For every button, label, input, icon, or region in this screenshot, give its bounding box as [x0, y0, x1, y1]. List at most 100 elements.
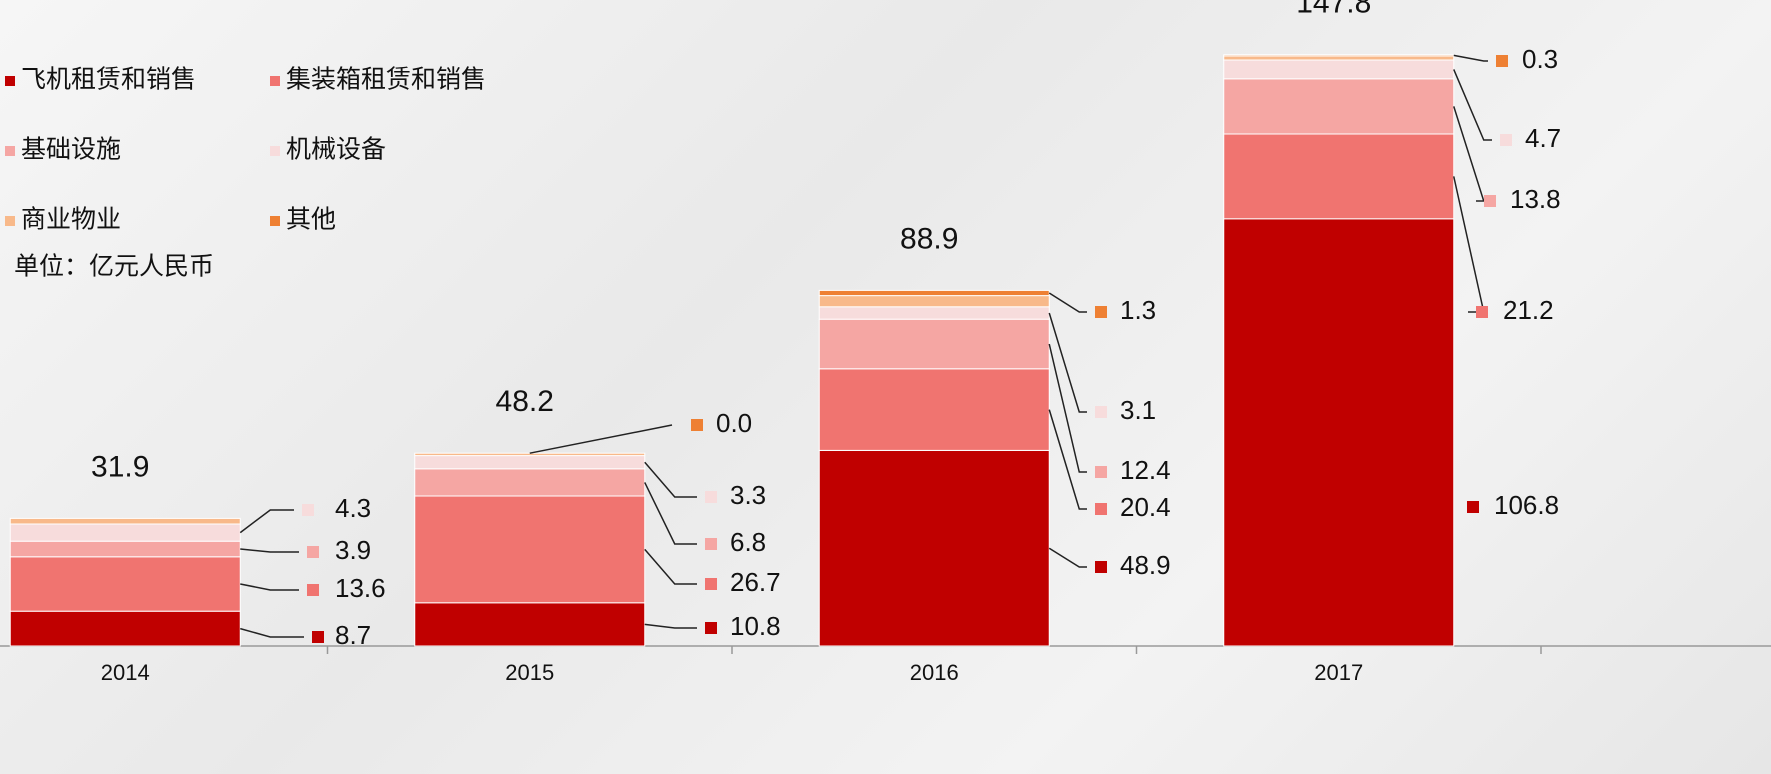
leader-line [240, 583, 299, 591]
label-marker [705, 538, 717, 550]
legend-marker [270, 76, 280, 86]
label-marker [1095, 561, 1107, 573]
legend-marker [270, 216, 280, 226]
leader-line [644, 461, 697, 498]
bar-segment [818, 368, 1050, 451]
value-label: 3.3 [730, 480, 766, 510]
bar-segment [414, 495, 646, 604]
value-label: 21.2 [1503, 295, 1554, 325]
value-label: 0.0 [716, 408, 752, 438]
label-marker [1500, 134, 1512, 146]
leader-line [644, 548, 697, 585]
x-tick-label: 2014 [101, 660, 150, 685]
value-label: 10.8 [730, 611, 781, 641]
legend-label: 商业物业 [21, 206, 121, 234]
label-marker [1484, 195, 1496, 207]
label-marker [1095, 466, 1107, 478]
bar-segment [9, 556, 241, 612]
leader-line [644, 623, 697, 629]
bar-segment [818, 449, 1050, 647]
bar-segment [818, 306, 1050, 320]
bar-segment [1223, 133, 1455, 220]
bar-segment [9, 540, 241, 558]
bar-segment [818, 295, 1050, 308]
value-label: 20.4 [1120, 492, 1171, 522]
bar-segment [414, 455, 646, 470]
value-label: 13.6 [335, 573, 386, 603]
label-marker [705, 578, 717, 590]
unit-label: 单位：亿元人民币 [14, 253, 214, 281]
label-marker [691, 419, 703, 431]
value-label: 3.9 [335, 535, 371, 565]
value-label: 8.7 [335, 620, 371, 650]
leader-line [240, 627, 304, 638]
value-label: 12.4 [1120, 455, 1171, 485]
label-marker [307, 584, 319, 596]
leader-line [644, 482, 697, 545]
leader-line [1453, 69, 1492, 141]
leader-line [1048, 292, 1087, 313]
bar-segment [1223, 54, 1455, 57]
total-label: 48.2 [496, 385, 554, 418]
value-label: 26.7 [730, 567, 781, 597]
leader-line [239, 509, 294, 534]
label-marker [307, 546, 319, 558]
legend-marker [5, 76, 15, 86]
legend-label: 基础设施 [21, 136, 121, 164]
label-marker [1095, 406, 1107, 418]
value-label: 4.7 [1525, 123, 1561, 153]
legend-marker [5, 216, 15, 226]
label-marker [1467, 501, 1479, 513]
total-label: 88.9 [900, 222, 958, 255]
label-marker [302, 504, 314, 516]
bar-segment [818, 289, 1050, 297]
x-tick-label: 2015 [505, 660, 554, 685]
bar-segment [414, 468, 646, 497]
bar-segment [9, 517, 241, 525]
bar-segment [1223, 78, 1455, 135]
value-label: 1.3 [1120, 295, 1156, 325]
legend-marker [270, 146, 280, 156]
value-label: 13.8 [1510, 184, 1561, 214]
leader-line [1453, 106, 1485, 202]
label-marker [1095, 306, 1107, 318]
leader-line [1453, 176, 1485, 313]
legend-label: 机械设备 [286, 136, 386, 164]
label-marker [705, 491, 717, 503]
leader-line [1048, 547, 1087, 568]
bar-segment [1223, 218, 1455, 647]
label-marker [1496, 55, 1508, 67]
label-marker [1476, 306, 1488, 318]
total-label: 31.9 [91, 450, 149, 483]
bar-segment [1223, 55, 1455, 61]
label-marker [705, 622, 717, 634]
leader-line [529, 424, 673, 454]
total-label: 147.8 [1296, 0, 1371, 20]
x-tick-label: 2017 [1314, 660, 1363, 685]
bar-segment [818, 318, 1050, 370]
bar-segment [9, 523, 241, 542]
leader-line [1048, 409, 1087, 510]
leader-line [240, 548, 299, 553]
legend-label: 集装箱租赁和销售 [286, 66, 486, 94]
legend-label: 其他 [286, 206, 336, 234]
value-label: 0.3 [1522, 44, 1558, 74]
legend-marker [5, 146, 15, 156]
leader-line [1453, 54, 1488, 62]
value-label: 6.8 [730, 527, 766, 557]
x-tick-label: 2016 [910, 660, 959, 685]
legend-label: 飞机租赁和销售 [21, 66, 196, 94]
value-label: 48.9 [1120, 550, 1171, 580]
value-label: 106.8 [1494, 490, 1559, 520]
bar-segment [9, 610, 241, 647]
bar-segment [414, 452, 646, 457]
leader-line [1048, 343, 1087, 473]
bar-segment [414, 602, 646, 647]
value-label: 4.3 [335, 493, 371, 523]
label-marker [1095, 503, 1107, 515]
leader-line [1048, 312, 1087, 413]
label-marker [312, 631, 324, 643]
value-label: 3.1 [1120, 395, 1156, 425]
bar-segment [1223, 59, 1455, 80]
